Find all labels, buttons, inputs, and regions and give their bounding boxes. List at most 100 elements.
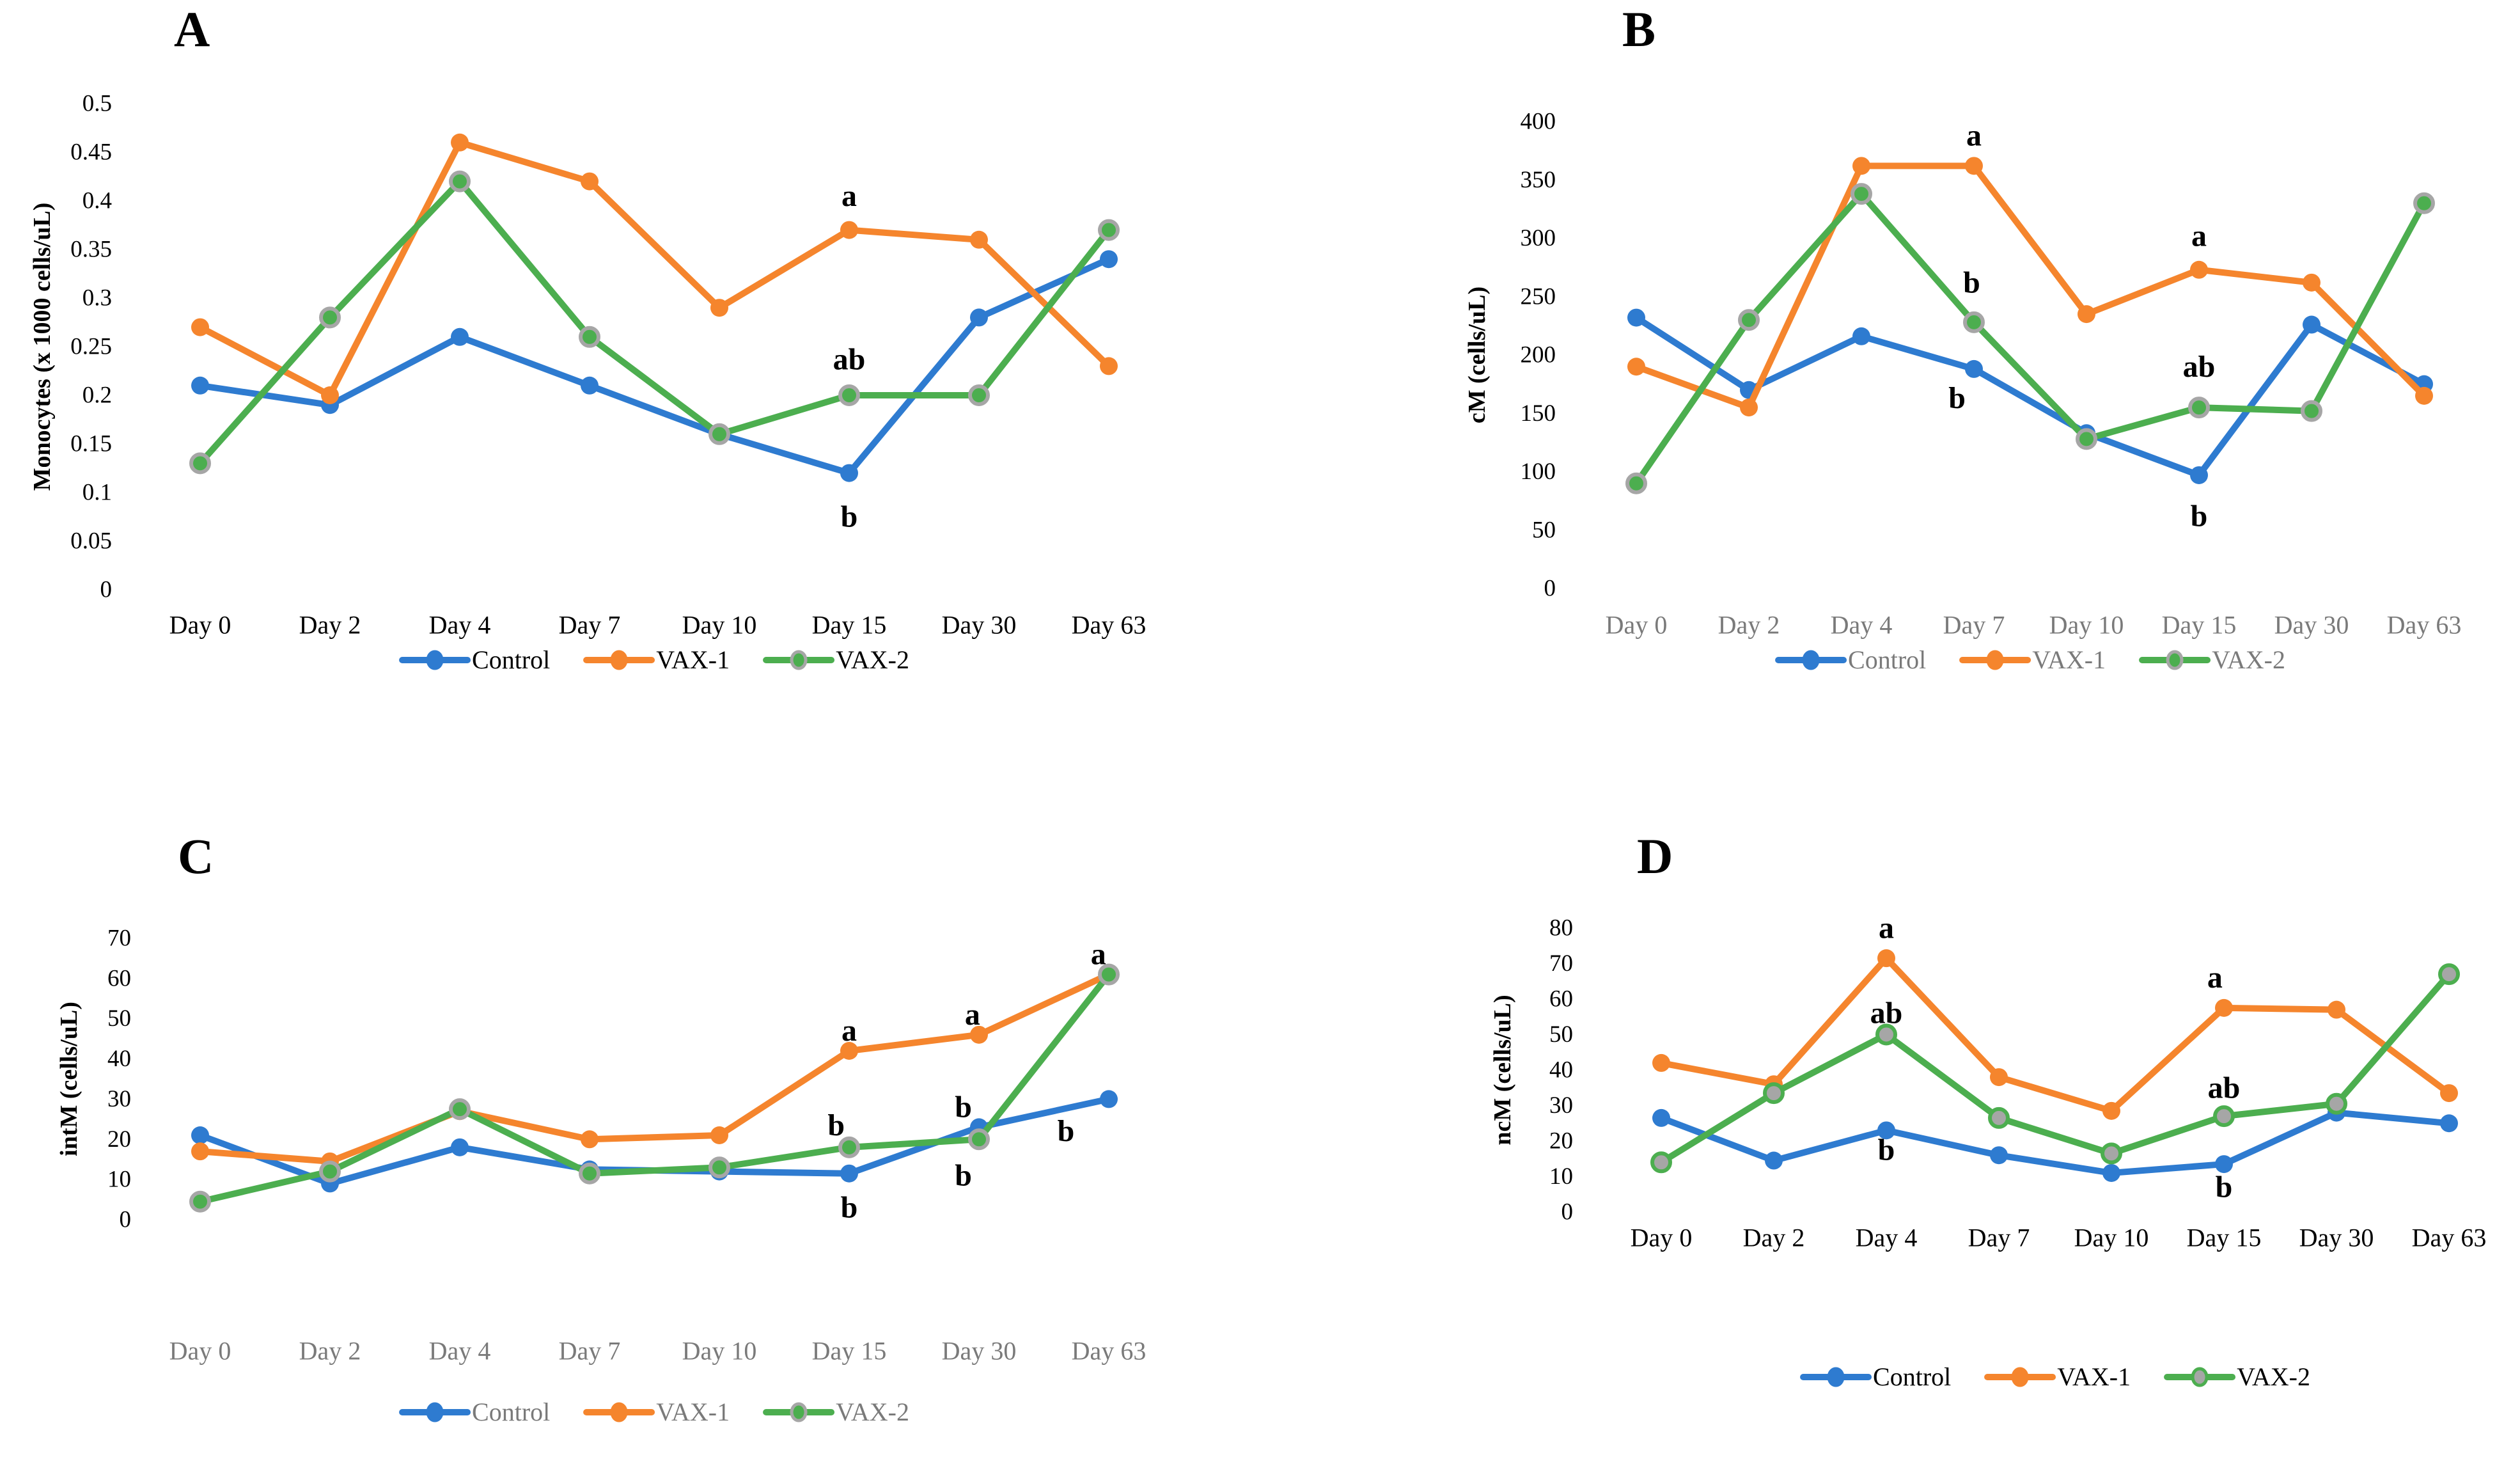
legend-marker-icon xyxy=(610,1402,628,1422)
significance-letter: ab xyxy=(2183,350,2216,384)
legend-item-vax-2: VAX-2 xyxy=(2139,647,2285,673)
panel-a: A Monocytes (x 1000 cells/uL) 0.5 0.45 0.4 0.… xyxy=(29,1,1146,640)
data-point-vax-2 xyxy=(189,452,211,475)
legend-item-control: Control xyxy=(1775,647,1926,673)
x-tick-label: Day 63 xyxy=(1072,1337,1147,1366)
significance-letter: ab xyxy=(2208,1071,2241,1105)
y-tick-label: 0.25 xyxy=(70,334,112,360)
x-tick-label: Day 2 xyxy=(1718,611,1780,640)
data-point-control xyxy=(1652,1108,1670,1127)
data-point-vax-2 xyxy=(1875,1023,1897,1046)
series-line-control xyxy=(1658,1109,2452,1176)
x-tick-label: Day 10 xyxy=(682,611,757,640)
significance-letter: b xyxy=(841,500,858,534)
data-point-vax-1 xyxy=(840,1042,858,1060)
legend-label: VAX-1 xyxy=(2057,1362,2131,1391)
legend-label: Control xyxy=(1873,1362,1952,1391)
x-tick-label: Day 7 xyxy=(1968,1224,2030,1252)
data-point-vax-2 xyxy=(579,326,600,348)
data-point-vax-2 xyxy=(1988,1107,2010,1129)
significance-letter: ab xyxy=(833,342,866,376)
legend-line-swatch xyxy=(1959,650,2031,670)
data-point-vax-1 xyxy=(2190,260,2208,279)
data-point-vax-2 xyxy=(319,1160,341,1183)
x-tick-label: Day 63 xyxy=(2387,611,2462,640)
panel-b-letter: B xyxy=(1622,1,1655,57)
y-tick-label: 400 xyxy=(1521,109,1556,135)
data-point-vax-1 xyxy=(191,1142,209,1161)
data-point-control xyxy=(191,376,209,395)
y-axis-title: ncM (cells/uL) xyxy=(1489,995,1516,1145)
x-tick-label: Day 10 xyxy=(2049,611,2124,640)
x-tick-label: Day 10 xyxy=(682,1337,757,1366)
data-point-control xyxy=(1100,250,1118,269)
y-tick-label: 30 xyxy=(1549,1092,1573,1119)
significance-letter: b xyxy=(841,1191,858,1225)
significance-letter: b xyxy=(1058,1114,1075,1148)
y-tick-label: 30 xyxy=(107,1086,131,1112)
data-point-control xyxy=(1965,359,1983,378)
significance-letter: a xyxy=(1091,938,1106,972)
significance-letter: a xyxy=(841,179,857,213)
data-point-control xyxy=(2303,315,2320,334)
data-point-vax-2 xyxy=(2188,397,2210,419)
y-tick-label: 0.2 xyxy=(82,382,112,409)
data-point-vax-2 xyxy=(2438,963,2460,986)
series-line-vax-1 xyxy=(1633,162,2427,411)
legend-marker-icon xyxy=(790,650,808,670)
data-point-vax-1 xyxy=(2415,386,2433,405)
data-point-vax-1 xyxy=(2078,305,2095,324)
significance-letter: ab xyxy=(1870,996,1903,1030)
series-line-vax-1 xyxy=(197,971,1112,1165)
legend-marker-icon xyxy=(1827,1367,1845,1387)
data-point-control xyxy=(451,327,469,346)
data-point-vax-1 xyxy=(321,386,339,404)
data-point-vax-2 xyxy=(2413,192,2435,214)
data-point-vax-1 xyxy=(1852,157,1870,175)
data-point-vax-1 xyxy=(840,221,858,239)
series-line-vax-1 xyxy=(1658,955,2452,1114)
legend-marker-icon xyxy=(2191,1367,2209,1387)
data-point-vax-1 xyxy=(2440,1084,2458,1103)
legend-line-swatch xyxy=(399,650,471,670)
data-point-vax-2 xyxy=(579,1162,600,1185)
y-tick-label: 50 xyxy=(1532,517,1556,543)
data-point-vax-2 xyxy=(838,1136,860,1158)
legend-label: VAX-2 xyxy=(2212,645,2285,674)
data-point-control xyxy=(2190,466,2208,484)
x-tick-label: Day 10 xyxy=(2074,1224,2149,1252)
x-tick-label: Day 30 xyxy=(2274,611,2349,640)
legend-marker-icon xyxy=(2011,1367,2029,1387)
y-tick-label: 70 xyxy=(107,925,131,952)
significance-letter: b xyxy=(2191,499,2208,533)
significance-letter: b xyxy=(1948,381,1966,415)
data-point-control xyxy=(191,1126,209,1144)
legend-line-swatch xyxy=(1800,1367,1872,1387)
data-point-vax-2 xyxy=(1763,1082,1785,1105)
data-point-vax-2 xyxy=(838,384,860,406)
data-point-vax-2 xyxy=(1851,183,1872,205)
y-tick-label: 0.15 xyxy=(70,431,112,457)
y-tick-label: 50 xyxy=(107,1005,131,1032)
data-point-vax-2 xyxy=(1098,963,1120,986)
series-line-vax-2 xyxy=(197,178,1112,467)
significance-letter: a xyxy=(2191,219,2207,253)
y-tick-label: 40 xyxy=(1549,1057,1573,1083)
data-point-vax-1 xyxy=(1965,157,1983,175)
data-point-vax-2 xyxy=(2101,1142,2122,1165)
data-point-vax-1 xyxy=(1740,398,1758,417)
data-point-vax-2 xyxy=(1098,219,1120,241)
y-tick-label: 70 xyxy=(1549,950,1573,977)
series-line-control xyxy=(1633,314,2427,478)
y-tick-label: 10 xyxy=(1549,1163,1573,1190)
x-tick-label: Day 2 xyxy=(299,1337,361,1366)
data-point-vax-2 xyxy=(1625,472,1647,494)
data-point-control xyxy=(1100,1090,1118,1108)
legend-label: VAX-1 xyxy=(656,1398,730,1426)
data-point-control xyxy=(2215,1155,2233,1174)
data-point-control xyxy=(840,464,858,482)
data-point-control xyxy=(840,1164,858,1183)
y-axis-title: intM (cells/uL) xyxy=(56,1002,82,1156)
y-tick-label: 0.3 xyxy=(82,285,112,311)
